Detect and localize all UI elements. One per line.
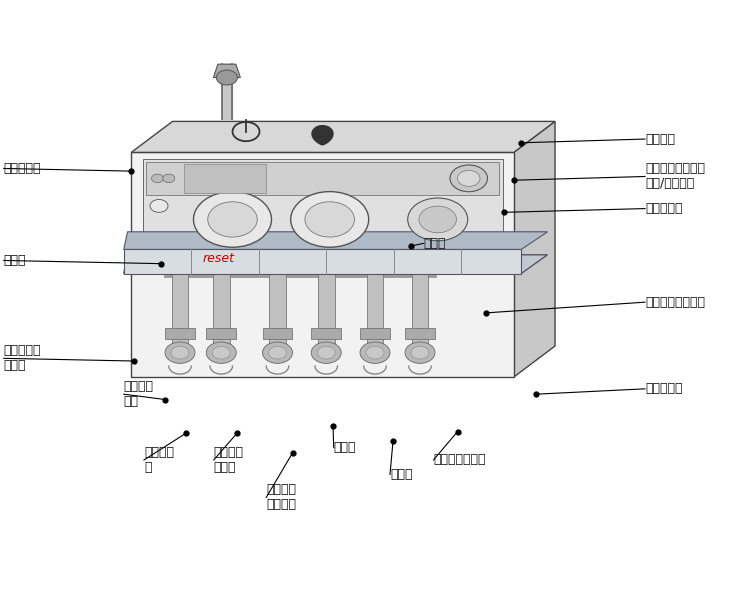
- Text: 压力表: 压力表: [424, 237, 446, 250]
- Circle shape: [208, 202, 257, 237]
- Text: 温度显示（采暖出
水）/故障显示: 温度显示（采暖出 水）/故障显示: [645, 163, 705, 190]
- Circle shape: [268, 346, 286, 359]
- Text: 充注阀手
柄: 充注阀手 柄: [144, 446, 174, 474]
- Polygon shape: [146, 161, 499, 195]
- Polygon shape: [312, 126, 333, 145]
- Circle shape: [165, 342, 195, 363]
- Text: 冷水阀: 冷水阀: [390, 468, 412, 481]
- Text: 燃烧指示灯: 燃烧指示灯: [645, 202, 682, 215]
- Circle shape: [360, 342, 390, 363]
- Polygon shape: [213, 274, 230, 343]
- Circle shape: [405, 342, 435, 363]
- Circle shape: [152, 174, 164, 183]
- Polygon shape: [213, 64, 240, 77]
- Polygon shape: [172, 274, 188, 343]
- Circle shape: [311, 342, 341, 363]
- Circle shape: [212, 346, 230, 359]
- Polygon shape: [269, 274, 286, 343]
- Polygon shape: [360, 328, 390, 339]
- Circle shape: [366, 346, 384, 359]
- Polygon shape: [131, 152, 514, 377]
- Polygon shape: [412, 274, 428, 343]
- Polygon shape: [206, 328, 236, 339]
- Text: 采暖出水
开关阀: 采暖出水 开关阀: [214, 446, 244, 474]
- Text: 生活热水
出水连接: 生活热水 出水连接: [266, 483, 296, 511]
- Circle shape: [291, 191, 369, 247]
- Polygon shape: [184, 164, 266, 193]
- Text: 采暖温度调
节旋钮: 采暖温度调 节旋钮: [4, 345, 41, 372]
- Circle shape: [419, 206, 457, 233]
- Circle shape: [408, 198, 468, 241]
- Text: 自动排气阀: 自动排气阀: [4, 162, 41, 175]
- Polygon shape: [514, 121, 555, 377]
- Text: 设备型号
标签: 设备型号 标签: [124, 380, 154, 408]
- Polygon shape: [367, 274, 383, 343]
- Circle shape: [171, 346, 189, 359]
- Polygon shape: [124, 249, 521, 274]
- Text: 采暖回水开关阀: 采暖回水开关阀: [433, 453, 486, 466]
- Polygon shape: [165, 328, 195, 339]
- Circle shape: [216, 70, 237, 85]
- Polygon shape: [124, 255, 548, 274]
- Text: 电源开关: 电源开关: [645, 132, 675, 145]
- Circle shape: [411, 346, 429, 359]
- Polygon shape: [318, 274, 334, 343]
- Text: reset: reset: [203, 252, 235, 265]
- Circle shape: [317, 346, 335, 359]
- Circle shape: [194, 191, 272, 247]
- Polygon shape: [262, 328, 292, 339]
- Circle shape: [450, 165, 488, 191]
- Text: 热水温度调节旋钮: 热水温度调节旋钮: [645, 296, 705, 309]
- Polygon shape: [131, 121, 555, 152]
- Circle shape: [305, 202, 355, 237]
- Polygon shape: [142, 159, 502, 244]
- Polygon shape: [124, 232, 548, 249]
- Circle shape: [163, 174, 175, 183]
- Text: 运行指示灯: 运行指示灯: [645, 382, 682, 395]
- Text: 燃气阀: 燃气阀: [334, 441, 356, 454]
- Text: 欧洲精英燃气采暖热水炉产品结构示意图: 欧洲精英燃气采暖热水炉产品结构示意图: [232, 8, 518, 34]
- Text: 复位键: 复位键: [4, 254, 26, 267]
- Polygon shape: [405, 328, 435, 339]
- Circle shape: [458, 170, 480, 186]
- Text: Europe's elite gas hot water heating furnace product structure diagram: Europe's elite gas hot water heating fur…: [164, 40, 586, 53]
- Circle shape: [150, 200, 168, 212]
- Circle shape: [262, 342, 292, 363]
- Polygon shape: [311, 328, 341, 339]
- Circle shape: [206, 342, 236, 363]
